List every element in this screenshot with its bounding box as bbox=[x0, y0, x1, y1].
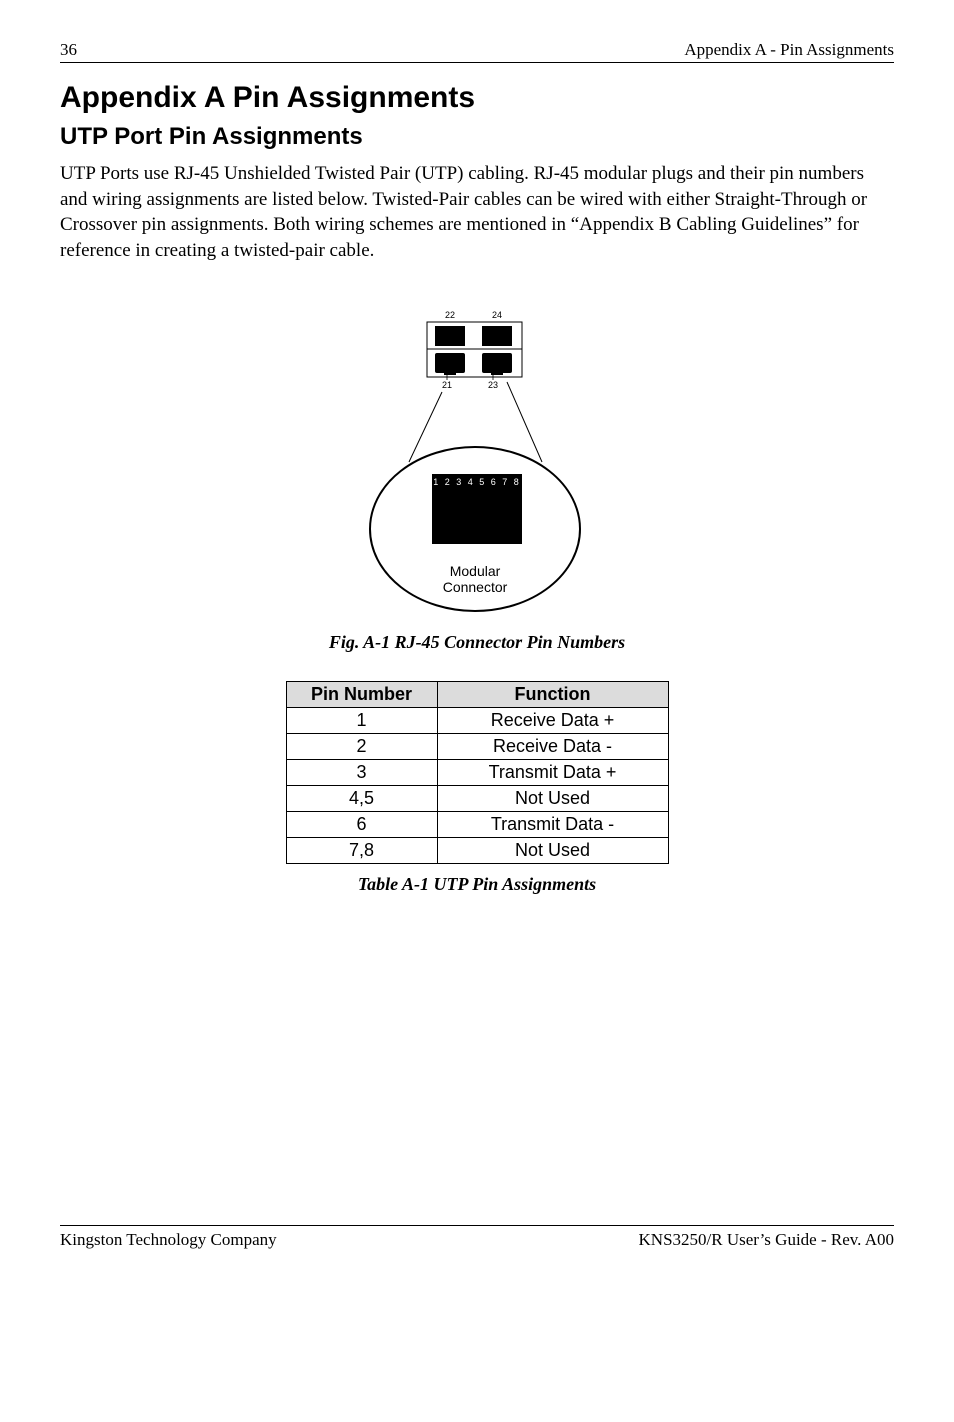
header-section: Appendix A - Pin Assignments bbox=[684, 40, 894, 60]
body-paragraph: UTP Ports use RJ-45 Unshielded Twisted P… bbox=[60, 161, 894, 264]
th-func: Function bbox=[437, 681, 668, 707]
cell-func: Receive Data - bbox=[437, 733, 668, 759]
table-row: 6 Transmit Data - bbox=[286, 811, 668, 837]
table-row: 2 Receive Data - bbox=[286, 733, 668, 759]
cell-func: Not Used bbox=[437, 785, 668, 811]
header-rule bbox=[60, 62, 894, 63]
page-number: 36 bbox=[60, 40, 77, 60]
modular-text-2: Connector bbox=[443, 579, 508, 595]
rj45-diagram-svg: 22 24 21 23 1 2 3 4 5 6 7 8 Modular Co bbox=[347, 304, 607, 614]
cell-pin: 2 bbox=[286, 733, 437, 759]
cell-func: Receive Data + bbox=[437, 707, 668, 733]
port-label-23: 23 bbox=[488, 380, 498, 390]
table-row: 4,5 Not Used bbox=[286, 785, 668, 811]
cell-pin: 3 bbox=[286, 759, 437, 785]
footer-right: KNS3250/R User’s Guide - Rev. A00 bbox=[639, 1230, 894, 1250]
figure-caption: Fig. A-1 RJ-45 Connector Pin Numbers bbox=[60, 632, 894, 653]
port-label-21: 21 bbox=[442, 380, 452, 390]
cell-pin: 7,8 bbox=[286, 837, 437, 863]
heading-1: Appendix A Pin Assignments bbox=[60, 81, 894, 115]
page-header: 36 Appendix A - Pin Assignments bbox=[60, 40, 894, 60]
port-label-24: 24 bbox=[492, 310, 502, 320]
page-footer: Kingston Technology Company KNS3250/R Us… bbox=[60, 1230, 894, 1250]
pin-strip-label: 1 2 3 4 5 6 7 8 bbox=[433, 477, 521, 487]
rj45-figure: 22 24 21 23 1 2 3 4 5 6 7 8 Modular Co bbox=[60, 304, 894, 614]
cell-pin: 1 bbox=[286, 707, 437, 733]
footer-rule bbox=[60, 1225, 894, 1226]
port-label-22: 22 bbox=[445, 310, 455, 320]
cell-func: Transmit Data + bbox=[437, 759, 668, 785]
cell-pin: 4,5 bbox=[286, 785, 437, 811]
th-pin: Pin Number bbox=[286, 681, 437, 707]
cell-func: Not Used bbox=[437, 837, 668, 863]
table-row: 3 Transmit Data + bbox=[286, 759, 668, 785]
cell-func: Transmit Data - bbox=[437, 811, 668, 837]
table-row: 1 Receive Data + bbox=[286, 707, 668, 733]
table-row: 7,8 Not Used bbox=[286, 837, 668, 863]
footer-left: Kingston Technology Company bbox=[60, 1230, 277, 1250]
modular-text-1: Modular bbox=[450, 563, 501, 579]
cell-pin: 6 bbox=[286, 811, 437, 837]
table-caption: Table A-1 UTP Pin Assignments bbox=[60, 874, 894, 895]
heading-2: UTP Port Pin Assignments bbox=[60, 123, 894, 151]
pin-assignments-table: Pin Number Function 1 Receive Data + 2 R… bbox=[286, 681, 669, 864]
